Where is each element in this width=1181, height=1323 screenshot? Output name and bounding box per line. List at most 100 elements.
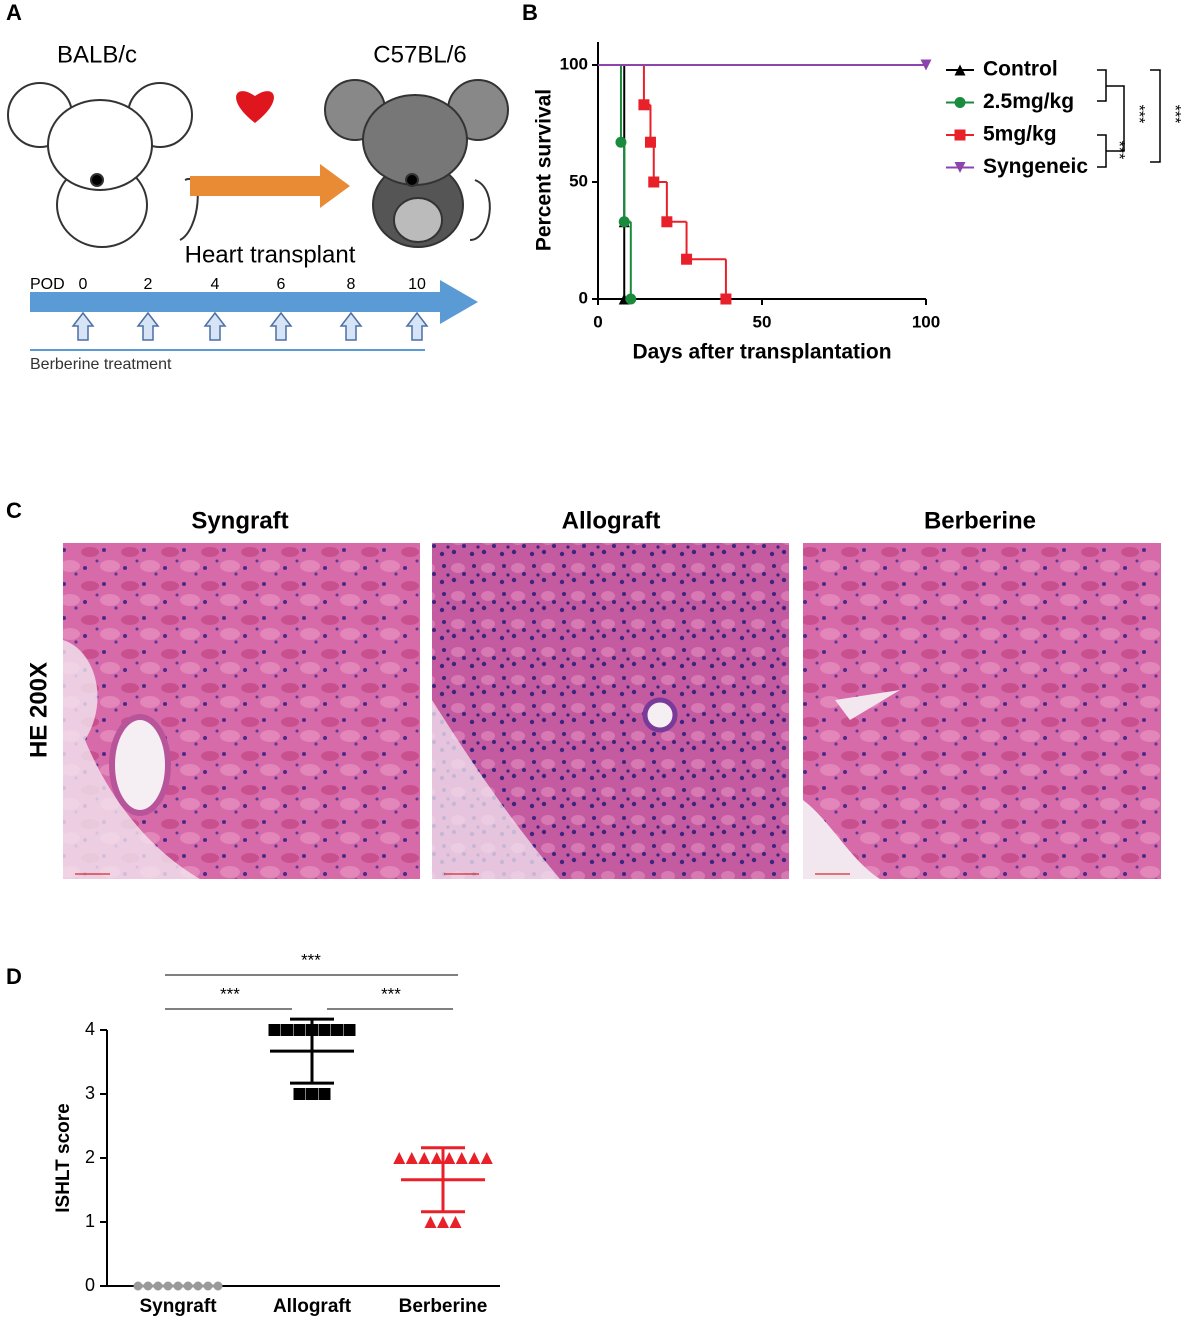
image-detail	[835, 690, 900, 720]
marker	[615, 136, 627, 148]
marker	[625, 293, 637, 305]
marker	[449, 1216, 462, 1228]
dose-arrow	[339, 311, 363, 341]
legend-marker	[954, 129, 966, 141]
y-tick-label: 3	[85, 1083, 95, 1103]
marker	[638, 99, 650, 111]
marker	[618, 216, 630, 228]
marker	[468, 1152, 481, 1164]
marker	[424, 1216, 437, 1228]
image-detail	[642, 697, 678, 733]
x-tick-label: 100	[912, 312, 940, 331]
dose-arrow	[136, 311, 160, 341]
day-label: 0	[79, 276, 88, 293]
marker	[343, 1024, 356, 1036]
y-tick-label: 100	[560, 54, 588, 73]
treatment-label: Berberine treatment	[30, 356, 172, 373]
legend-marker	[954, 64, 966, 76]
x-tick-label: Berberine	[399, 1296, 488, 1317]
day-label: 8	[347, 276, 356, 293]
image-title: Syngraft	[191, 507, 288, 534]
image-detail	[803, 800, 880, 879]
significance-bracket	[1097, 69, 1107, 102]
image-title: Allograft	[562, 507, 661, 534]
day-label: 2	[144, 276, 153, 293]
day-label: 6	[277, 276, 286, 293]
image-detail	[63, 640, 200, 879]
significance-label: ***	[301, 950, 321, 969]
marker	[644, 136, 656, 148]
legend-label: Control	[983, 58, 1058, 81]
marker	[293, 1024, 306, 1036]
dose-arrow	[203, 311, 227, 341]
significance-label: ***	[220, 984, 240, 1003]
x-tick-label: Allograft	[273, 1296, 352, 1317]
marker	[318, 1024, 331, 1036]
heart-icon	[236, 91, 274, 123]
y-axis-title: ISHLT score	[53, 1103, 74, 1212]
marker	[920, 59, 932, 71]
y-tick-label: 4	[85, 1019, 95, 1039]
dose-arrow	[71, 311, 95, 341]
significance-label: ***	[1166, 105, 1181, 124]
panel-label: A	[6, 0, 22, 25]
marker	[430, 1152, 443, 1164]
day-label: 4	[211, 276, 220, 293]
marker	[720, 293, 732, 305]
x-tick-label: Syngraft	[139, 1296, 217, 1317]
survival-chart: 0 50 100 0 50 100 Days after transplantation Pe…	[533, 42, 1181, 364]
significance-bracket	[1150, 69, 1161, 163]
marker	[418, 1152, 431, 1164]
image-detail	[432, 700, 560, 879]
y-tick-label: 1	[85, 1211, 95, 1231]
marker	[455, 1152, 468, 1164]
significance-label: ***	[381, 984, 401, 1003]
x-tick-label: 50	[753, 312, 772, 331]
x-tick-label: 0	[593, 312, 602, 331]
panel-label: D	[6, 964, 22, 989]
timeline-label: POD	[30, 276, 65, 293]
marker	[331, 1024, 343, 1036]
y-tick-label: 2	[85, 1147, 95, 1167]
marker	[648, 176, 660, 188]
marker	[318, 1088, 331, 1100]
gray-mouse	[324, 79, 509, 248]
row-label: HE 200X	[25, 662, 52, 758]
marker	[306, 1088, 318, 1100]
y-tick-label: 0	[85, 1275, 95, 1295]
dose-arrow	[405, 311, 429, 341]
panel-label: B	[522, 0, 538, 25]
y-tick-label: 0	[579, 288, 588, 307]
white-mouse	[7, 82, 199, 248]
marker	[281, 1024, 293, 1036]
marker	[681, 253, 693, 265]
significance-bracket	[1106, 85, 1125, 152]
significance-label: ***	[1130, 105, 1147, 124]
legend-label: Syngeneic	[983, 155, 1088, 178]
legend-marker	[954, 162, 966, 173]
dose-arrow	[269, 311, 293, 341]
marker	[437, 1216, 449, 1228]
y-axis-title: Percent survival	[533, 89, 556, 251]
histology-panel: Syngraft Allograft Berberine HE 200X	[25, 507, 1161, 879]
marker	[293, 1088, 306, 1100]
timeline-arrow	[30, 280, 478, 324]
x-axis-title: Days after transplantation	[632, 341, 891, 364]
marker	[443, 1152, 456, 1164]
legend-label: 2.5mg/kg	[983, 90, 1074, 113]
legend-marker	[954, 97, 966, 108]
donor-label: BALB/c	[57, 41, 137, 68]
panel-label: C	[6, 498, 22, 523]
day-label: 10	[408, 276, 426, 293]
image-title: Berberine	[924, 507, 1036, 534]
marker	[405, 1152, 418, 1164]
significance-bracket	[1097, 134, 1107, 168]
procedure-label: Heart transplant	[185, 241, 356, 268]
score-chart: 0 1 2 3 4 ISHLT score Syngraft Allograft Berberi…	[53, 950, 500, 1317]
transplant-diagram: BALB/c C57BL/6 Heart transplant POD 0 2 4 6…	[7, 41, 509, 373]
significance-label: ***	[1110, 141, 1127, 160]
image-detail	[109, 714, 171, 816]
marker	[661, 216, 673, 228]
recipient-label: C57BL/6	[373, 41, 466, 68]
marker	[268, 1024, 281, 1036]
